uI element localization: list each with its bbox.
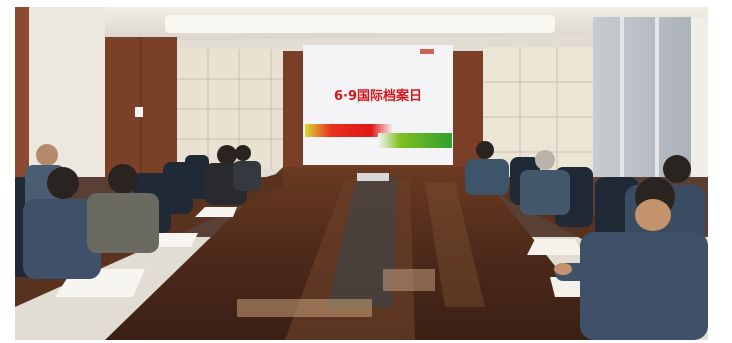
screen-title: 6·9国际档案日: [334, 88, 422, 104]
people-left: [23, 144, 261, 279]
screen-green-stripe: [378, 133, 452, 148]
paper: [527, 239, 583, 255]
people-right: [465, 141, 708, 340]
screen-logo: [420, 49, 434, 54]
projector: [357, 173, 389, 181]
paper: [195, 207, 237, 217]
screen-red-stripe: [305, 124, 393, 137]
meeting-room-photo: 6·9国际档案日: [15, 7, 708, 340]
